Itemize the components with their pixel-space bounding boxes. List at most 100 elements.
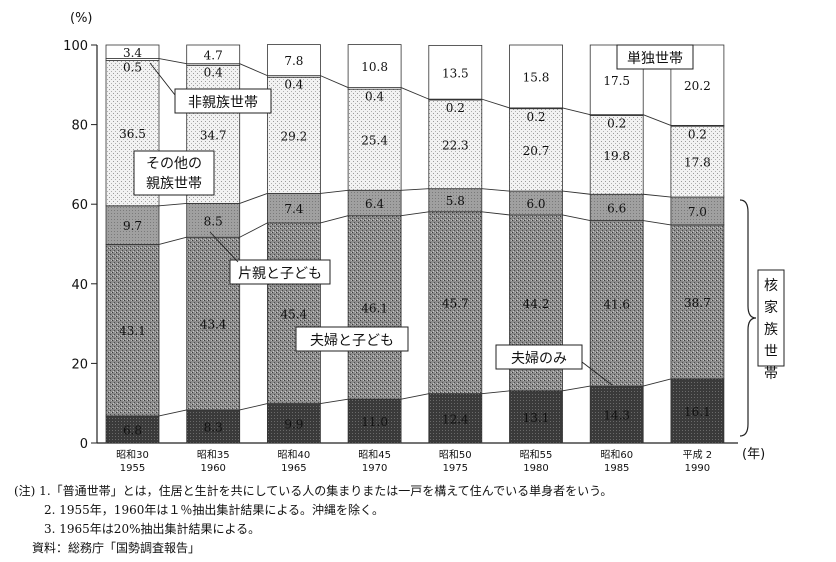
value-single-person: 10.8	[361, 60, 388, 74]
annotation-pointer-single-parent	[209, 231, 239, 263]
series-connector	[320, 398, 349, 405]
value-single-parent: 6.0	[526, 197, 545, 211]
y-tick-label: 100	[63, 39, 88, 54]
value-couple-children: 41.6	[603, 297, 630, 311]
value-couple-only: 9.9	[284, 417, 303, 431]
value-single-person: 20.2	[684, 79, 711, 93]
value-non-kin: 0.5	[123, 61, 142, 75]
x-label-era: 昭和40	[278, 449, 311, 461]
y-tick-label: 80	[71, 119, 88, 134]
bar-couple-only	[186, 409, 241, 444]
value-non-kin: 0.4	[204, 66, 223, 80]
series-connector	[320, 215, 349, 224]
series-connector	[481, 98, 510, 109]
bar-couple-only	[509, 390, 563, 444]
value-couple-children: 44.2	[523, 297, 550, 311]
series-connector	[481, 211, 510, 216]
annotation-single-parent: 片親と子ども	[238, 266, 322, 282]
x-axis-labels: 昭和30 1955 昭和35 1960 昭和40 1965 昭和45 1970 昭和50 1975…	[116, 447, 765, 474]
x-label-year: 1965	[281, 463, 306, 474]
value-couple-only: 12.4	[442, 412, 469, 426]
series-connector	[643, 378, 672, 387]
value-couple-children: 43.1	[119, 324, 146, 338]
series-connector	[158, 202, 187, 207]
value-couple-only: 11.0	[361, 415, 388, 429]
bar-couple-only	[266, 403, 321, 444]
annotation-box-couple-children	[295, 326, 409, 352]
x-label-era: 昭和35	[197, 449, 230, 461]
series-connector	[643, 114, 672, 126]
value-other-kin: 17.8	[684, 156, 711, 170]
value-other-kin: 34.7	[200, 128, 227, 142]
value-couple-children: 38.7	[684, 296, 711, 310]
value-other-kin: 22.3	[442, 138, 469, 152]
value-couple-children: 46.1	[361, 301, 388, 315]
value-other-kin: 36.5	[119, 127, 146, 141]
value-non-kin: 0.4	[365, 90, 384, 104]
footnotes: (注) 1.「普通世帯」とは，住居と生計を共にしている人の集まりまたは一戸を構え…	[0, 482, 836, 558]
series-connector	[320, 75, 349, 88]
x-label-era: 昭和55	[520, 449, 553, 461]
bar-couple-only	[589, 385, 644, 444]
annotation-other-kin-1: その他の	[146, 156, 202, 172]
x-label-year: 1970	[362, 463, 387, 474]
series-connector	[401, 188, 429, 191]
series-connector	[239, 403, 268, 411]
annotation-nuclear-char: 家	[764, 299, 778, 316]
value-non-kin: 0.2	[526, 110, 545, 124]
connector-lines	[158, 58, 672, 417]
bar-single-parent	[105, 205, 160, 245]
bar-other-kin	[589, 115, 644, 195]
value-single-parent: 7.0	[688, 205, 707, 219]
x-label-era: 昭和30	[116, 449, 149, 461]
annotation-box-single-parent	[229, 259, 331, 285]
y-tick-label: 40	[71, 278, 88, 293]
series-connector	[239, 63, 268, 77]
annotation-other-kin-2: 親族世帯	[146, 176, 202, 192]
value-couple-only: 8.3	[204, 420, 223, 434]
bar-single-person	[509, 44, 563, 109]
series-connector	[400, 87, 429, 100]
annotation-nuclear-char: 帯	[764, 366, 778, 382]
series-connector	[481, 390, 510, 395]
series-connector	[562, 385, 591, 392]
value-couple-children: 45.7	[442, 297, 469, 311]
annotation-single: 単独世帯	[627, 51, 683, 67]
value-couple-children: 45.4	[281, 307, 308, 321]
note-1: (注) 1.「普通世帯」とは，住居と生計を共にしている人の集まりまたは一戸を構え…	[14, 484, 613, 498]
value-single-person: 4.7	[204, 48, 223, 62]
series-connector	[320, 189, 349, 194]
bar-single-person	[186, 44, 241, 65]
x-label-era: 昭和60	[600, 449, 633, 461]
x-label-year: 1955	[120, 463, 145, 474]
bar-single-person	[347, 44, 402, 88]
annotation-pointer-couple-only	[581, 361, 613, 386]
value-couple-only: 6.8	[123, 423, 142, 437]
source-note: 資料：総務庁「国勢調査報告」	[32, 541, 201, 555]
series-connector	[239, 222, 268, 238]
household-composition-chart: 0 20 40 60 80 100 (%) 6.8 43.1 9.7 36.5 0.53.4 8.3 4…	[63, 11, 785, 474]
x-label-era: 昭和50	[439, 449, 472, 461]
annotation-couple-children: 夫婦と子ども	[310, 332, 394, 349]
value-non-kin: 0.4	[284, 78, 303, 92]
value-other-kin: 19.8	[603, 149, 630, 163]
y-tick-label: 20	[71, 357, 88, 372]
series-connector	[158, 58, 187, 65]
bar-couple-only	[428, 393, 483, 444]
annotation-pointer-non-kin	[149, 62, 176, 96]
series-connector	[643, 220, 671, 226]
value-single-parent: 5.8	[446, 194, 465, 208]
annotation-non-kin: 非親族世帯	[188, 95, 258, 111]
x-label-year: 1990	[685, 463, 710, 474]
annotation-nuclear-char: 族	[764, 322, 778, 338]
bar-single-person	[266, 44, 321, 77]
annotation-nuclear-char: 核	[764, 278, 778, 294]
value-couple-children: 43.4	[200, 318, 227, 332]
value-single-parent: 8.5	[204, 214, 223, 228]
series-connector	[643, 193, 671, 198]
value-labels: 6.8 43.1 9.7 36.5 0.53.4 8.3 43.4 8.5 34.7 0.4 4.7…	[119, 46, 711, 438]
value-single-parent: 9.7	[123, 219, 142, 233]
bar-couple-children	[670, 224, 725, 380]
bar-single-parent	[589, 193, 644, 221]
